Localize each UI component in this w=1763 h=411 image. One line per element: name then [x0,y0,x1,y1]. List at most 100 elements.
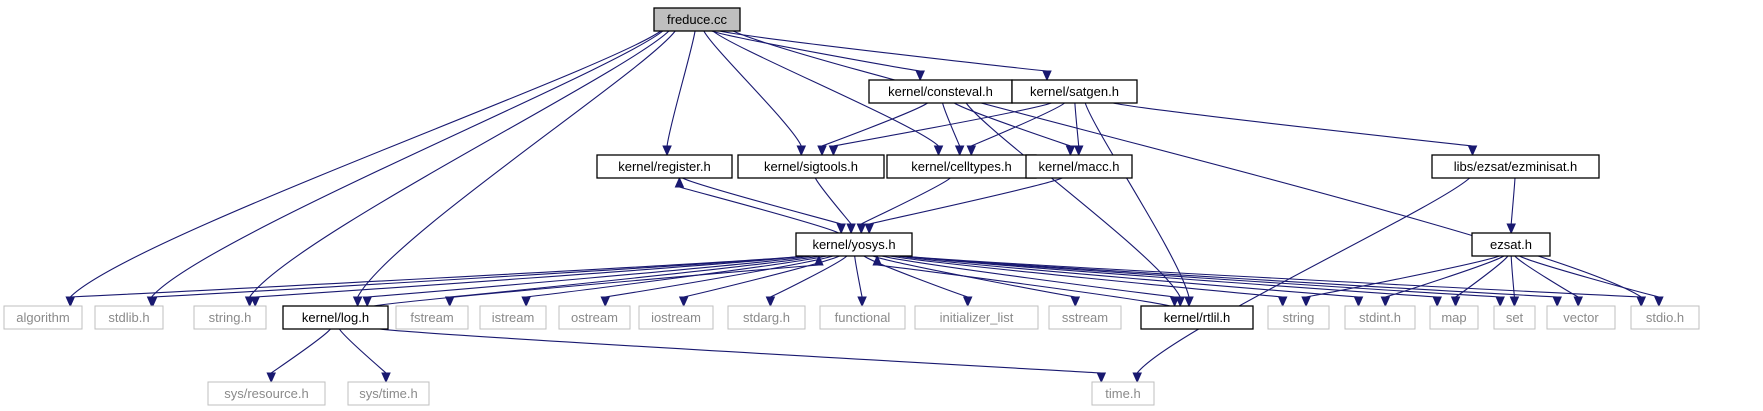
edge-macc-to-yosys [869,177,1063,225]
node-freduce-label: freduce.cc [667,12,727,27]
node-log[interactable]: kernel/log.h [282,305,389,330]
edge-yosys-to-initlist [863,255,968,298]
node-rtlil-label: kernel/rtlil.h [1164,310,1230,325]
node-iostream: iostream [638,305,714,330]
node-vector-box [1546,305,1616,330]
node-map-label: map [1441,310,1466,325]
node-istream: istream [479,305,547,330]
node-stdarg: stdarg.h [727,305,806,330]
edge-freduce-to-celltypes [712,30,939,147]
node-systime-label: sys/time.h [359,386,418,401]
node-stdlib-box [94,305,164,330]
node-resource-box [207,381,326,406]
edge-yosys-to-istream [526,255,827,298]
edge-freduce-to-algorithm [69,30,662,298]
edge-consteval-to-macc [954,102,1071,147]
node-stdint-label: stdint.h [1359,310,1401,325]
node-ezsat-box[interactable] [1471,232,1551,257]
edge-ezsat-to-stdio [1519,255,1660,298]
edge-freduce-to-stdlib [151,30,664,298]
node-consteval[interactable]: kernel/consteval.h [868,79,1013,104]
node-freduce-box[interactable] [653,7,741,32]
node-ezsat[interactable]: ezsat.h [1471,232,1551,257]
edge-log-to-resource [270,328,331,374]
edge-rtlil-to-yosys [877,264,1171,307]
node-freduce[interactable]: freduce.cc [653,7,741,32]
edge-ezminisat-to-ezsat [1510,177,1516,225]
edge-yosys-to-rtlil [881,255,1175,298]
edge-freduce-to-consteval [711,30,921,72]
node-string-label: string [1283,310,1315,325]
node-initlist-box [914,305,1039,330]
arrowhead-yosys-to-stdint [1353,296,1364,308]
node-stdint: stdint.h [1344,305,1416,330]
edge-yosys-to-stringh [255,255,806,298]
arrowhead-yosys-to-rtlil [1169,296,1180,308]
arrowhead-log-to-yosys [814,254,824,266]
edge-freduce-to-sigtools [703,30,802,147]
node-yosys[interactable]: kernel/yosys.h [795,232,913,257]
node-map-box [1429,305,1479,330]
node-rtlil[interactable]: kernel/rtlil.h [1140,305,1254,330]
node-register-box[interactable] [596,154,733,179]
edge-yosys-to-vector [902,255,1558,298]
node-sstream: sstream [1048,305,1122,330]
arrowhead-satgen-to-macc [1073,145,1084,157]
node-ezminisat-box[interactable] [1431,154,1600,179]
edge-satgen-to-rtlil [1084,102,1190,298]
arrowhead-celltypes-to-yosys [856,223,867,235]
arrowhead-yosys-to-sstream [1070,296,1081,308]
node-sigtools[interactable]: kernel/sigtools.h [737,154,885,179]
edge-register-to-yosys [682,177,842,225]
arrowhead-freduce-to-stringh [244,296,255,308]
arrowhead-log-to-systime [381,372,391,384]
edge-satgen-to-macc [1074,102,1080,147]
edges-layer [65,30,1664,384]
arrowhead-register-to-yosys [836,223,846,235]
edge-yosys-to-string [889,255,1283,298]
node-consteval-label: kernel/consteval.h [888,84,993,99]
arrowhead-consteval-to-macc [1065,145,1076,157]
arrowhead-yosys-to-istream [521,296,531,308]
arrowhead-freduce-to-sigtools [796,145,807,157]
node-sstream-box [1048,305,1122,330]
node-ezminisat[interactable]: libs/ezsat/ezminisat.h [1431,154,1600,179]
node-yosys-box[interactable] [795,232,913,257]
node-sstream-label: sstream [1062,310,1108,325]
edge-yosys-to-iostream [683,255,840,298]
node-satgen[interactable]: kernel/satgen.h [1011,79,1138,104]
arrowhead-ezsat-to-stdint [1380,296,1391,308]
arrowhead-yosys-to-iostream [678,296,689,308]
arrowhead-log-to-resource [266,372,276,384]
node-time: time.h [1091,381,1155,406]
node-register[interactable]: kernel/register.h [596,154,733,179]
arrowhead-satgen-to-sigtools [828,145,839,157]
nodes-layer: freduce.cc kernel/consteval.h kernel/satge… [3,7,1700,406]
edge-freduce-to-register [666,30,696,147]
node-log-box[interactable] [282,305,389,330]
edge-ezsat-to-set [1510,255,1515,298]
node-satgen-box[interactable] [1011,79,1138,104]
node-rtlil-box[interactable] [1140,305,1254,330]
node-stringh-box [193,305,267,330]
node-macc[interactable]: kernel/macc.h [1025,154,1133,179]
arrowhead-sigtools-to-yosys [846,223,856,235]
node-celltypes[interactable]: kernel/celltypes.h [886,154,1037,179]
node-sigtools-box[interactable] [737,154,885,179]
node-stdio: stdio.h [1630,305,1700,330]
node-fstream-label: fstream [410,310,453,325]
arrowhead-yosys-to-map [1432,296,1442,308]
arrowhead-macc-to-yosys [864,223,874,235]
node-functional-label: functional [835,310,891,325]
node-macc-box[interactable] [1025,154,1133,179]
node-fstream-box [395,305,469,330]
edge-yosys-to-stdarg [770,255,848,298]
node-vector: vector [1546,305,1616,330]
node-iostream-box [638,305,714,330]
node-satgen-label: kernel/satgen.h [1030,84,1119,99]
arrowhead-consteval-to-sigtools [817,145,827,157]
node-time-box [1091,381,1155,406]
edge-sigtools-to-yosys [814,177,852,225]
edge-yosys-to-stdlib [152,255,806,298]
